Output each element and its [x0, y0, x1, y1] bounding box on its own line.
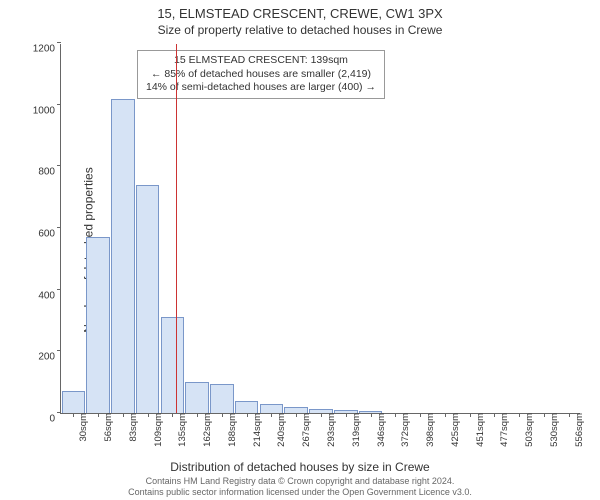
- histogram-bar: [161, 317, 185, 413]
- histogram-bar: [260, 404, 284, 413]
- x-tick-label: 530sqm: [547, 413, 560, 447]
- chart-subtitle: Size of property relative to detached ho…: [0, 21, 600, 41]
- histogram-bar: [210, 384, 234, 413]
- x-tick-label: 214sqm: [250, 413, 263, 447]
- x-tick-mark: [494, 413, 495, 417]
- x-tick-mark: [123, 413, 124, 417]
- x-tick-label: 398sqm: [423, 413, 436, 447]
- x-axis-label: Distribution of detached houses by size …: [0, 460, 600, 474]
- x-tick-mark: [569, 413, 570, 417]
- x-tick-label: 451sqm: [473, 413, 486, 447]
- histogram-bar: [334, 410, 358, 413]
- x-tick-mark: [98, 413, 99, 417]
- y-tick-mark: [57, 289, 61, 290]
- x-tick-label: 162sqm: [200, 413, 213, 447]
- histogram-bar: [111, 99, 135, 414]
- reference-line: [176, 44, 177, 413]
- x-tick-label: 30sqm: [76, 413, 89, 442]
- y-tick-label: 800: [38, 167, 61, 178]
- x-tick-mark: [346, 413, 347, 417]
- attribution-line: Contains public sector information licen…: [0, 487, 600, 498]
- x-tick-mark: [321, 413, 322, 417]
- x-tick-mark: [197, 413, 198, 417]
- y-tick-mark: [57, 350, 61, 351]
- x-tick-mark: [420, 413, 421, 417]
- x-tick-mark: [445, 413, 446, 417]
- x-tick-label: 477sqm: [497, 413, 510, 447]
- x-tick-label: 240sqm: [274, 413, 287, 447]
- y-tick-label: 200: [38, 352, 61, 363]
- y-tick-label: 600: [38, 229, 61, 240]
- x-tick-label: 83sqm: [126, 413, 139, 442]
- x-tick-mark: [222, 413, 223, 417]
- histogram-bar: [309, 409, 333, 413]
- annotation-line: ← 85% of detached houses are smaller (2,…: [146, 68, 376, 82]
- x-tick-mark: [148, 413, 149, 417]
- x-tick-mark: [271, 413, 272, 417]
- attribution-line: Contains HM Land Registry data © Crown c…: [0, 476, 600, 487]
- x-tick-label: 346sqm: [374, 413, 387, 447]
- histogram-bar: [62, 391, 86, 413]
- x-tick-mark: [296, 413, 297, 417]
- histogram-bar: [359, 411, 383, 413]
- x-tick-label: 503sqm: [522, 413, 535, 447]
- x-tick-mark: [470, 413, 471, 417]
- x-tick-label: 109sqm: [151, 413, 164, 447]
- histogram-bar: [235, 401, 259, 413]
- y-tick-mark: [57, 42, 61, 43]
- x-tick-mark: [247, 413, 248, 417]
- x-tick-label: 372sqm: [398, 413, 411, 447]
- histogram-bar: [86, 237, 110, 413]
- x-tick-label: 56sqm: [101, 413, 114, 442]
- x-tick-label: 293sqm: [324, 413, 337, 447]
- histogram-bar: [284, 407, 308, 413]
- x-tick-mark: [519, 413, 520, 417]
- y-tick-label: 1000: [33, 105, 61, 116]
- plot-area: 15 ELMSTEAD CRESCENT: 139sqm ← 85% of de…: [60, 44, 580, 414]
- x-tick-label: 267sqm: [299, 413, 312, 447]
- histogram-bar: [136, 185, 160, 413]
- y-tick-mark: [57, 412, 61, 413]
- x-tick-mark: [544, 413, 545, 417]
- y-tick-label: 0: [49, 414, 61, 425]
- y-tick-label: 1200: [33, 44, 61, 55]
- x-tick-label: 135sqm: [175, 413, 188, 447]
- y-tick-mark: [57, 165, 61, 166]
- y-tick-label: 400: [38, 290, 61, 301]
- y-tick-mark: [57, 104, 61, 105]
- x-tick-label: 556sqm: [572, 413, 585, 447]
- x-tick-label: 319sqm: [349, 413, 362, 447]
- histogram-bar: [185, 382, 209, 413]
- x-tick-label: 425sqm: [448, 413, 461, 447]
- x-tick-mark: [371, 413, 372, 417]
- x-tick-mark: [395, 413, 396, 417]
- y-tick-mark: [57, 227, 61, 228]
- attribution: Contains HM Land Registry data © Crown c…: [0, 476, 600, 498]
- chart-container: 15, ELMSTEAD CRESCENT, CREWE, CW1 3PX Si…: [0, 0, 600, 500]
- annotation-line: 15 ELMSTEAD CRESCENT: 139sqm: [146, 54, 376, 68]
- chart-title: 15, ELMSTEAD CRESCENT, CREWE, CW1 3PX: [0, 0, 600, 21]
- annotation-line: 14% of semi-detached houses are larger (…: [146, 81, 376, 95]
- x-tick-mark: [172, 413, 173, 417]
- x-tick-label: 188sqm: [225, 413, 238, 447]
- x-tick-mark: [73, 413, 74, 417]
- annotation-box: 15 ELMSTEAD CRESCENT: 139sqm ← 85% of de…: [137, 50, 385, 99]
